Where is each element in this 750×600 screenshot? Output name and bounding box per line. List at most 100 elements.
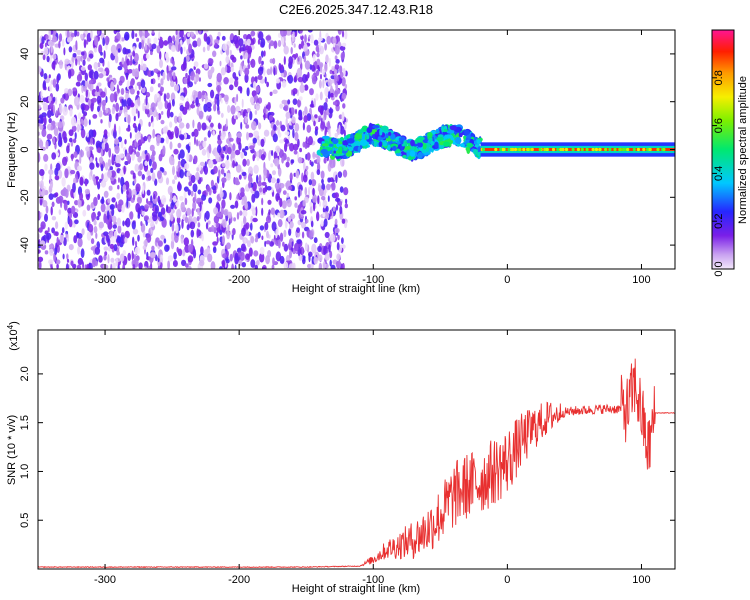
heatmap-cell (90, 238, 95, 245)
heatmap-cell (481, 147, 486, 152)
heatmap-cell (258, 174, 262, 183)
heatmap-cell (201, 122, 207, 131)
heatmap-cell (106, 210, 110, 220)
heatmap-cell (252, 81, 257, 89)
heatmap-cell (49, 102, 54, 110)
heatmap-cell (226, 50, 229, 56)
heatmap-cell (136, 90, 140, 96)
heatmap-cell (126, 97, 132, 107)
heatmap-cell (285, 161, 290, 168)
heatmap-cell (149, 222, 155, 228)
heatmap-cell (131, 30, 135, 40)
heatmap-cell (75, 58, 78, 66)
heatmap-cell (50, 163, 53, 171)
heatmap-cell (241, 262, 246, 268)
heatmap-cell (186, 152, 190, 162)
heatmap-cell (213, 165, 218, 174)
heatmap-cell (151, 30, 155, 35)
heatmap-cell (147, 265, 151, 269)
heatmap-cell (97, 147, 102, 154)
heatmap-cell (137, 144, 141, 151)
heatmap-cell (94, 90, 100, 97)
heatmap-cell (294, 202, 298, 208)
heatmap-cell (62, 131, 67, 141)
heatmap-cell (178, 134, 185, 140)
heatmap-cell (303, 161, 306, 171)
heatmap-cell (357, 146, 361, 153)
heatmap-cell (191, 208, 194, 217)
heatmap-cell (236, 132, 242, 139)
heatmap-cell (192, 40, 198, 48)
heatmap-cell (126, 127, 131, 132)
heatmap-cell (234, 79, 239, 88)
heatmap-cell (335, 197, 341, 202)
heatmap-cell (198, 30, 202, 35)
heatmap-cell (272, 133, 278, 143)
heatmap-cell (76, 97, 80, 106)
heatmap-cell (223, 208, 229, 216)
heatmap-cell (333, 43, 336, 48)
heatmap-cell (59, 59, 63, 69)
heatmap-cell (207, 82, 213, 88)
heatmap-cell (135, 151, 140, 158)
heatmap-cell (62, 253, 65, 260)
heatmap-cell (133, 194, 136, 201)
heatmap-cell (292, 185, 295, 191)
heatmap-cell (172, 165, 175, 176)
heatmap-cell (206, 185, 211, 192)
heatmap-cell (248, 132, 254, 138)
heatmap-cell (304, 42, 308, 52)
heatmap-cell (278, 239, 281, 249)
heatmap-cell (221, 177, 227, 184)
heatmap-cell (212, 50, 217, 58)
heatmap-cell (410, 139, 415, 147)
heatmap-cell (240, 187, 245, 195)
heatmap-cell (145, 154, 149, 163)
heatmap-cell (271, 150, 274, 157)
heatmap-cell (74, 200, 79, 206)
heatmap-cell (242, 158, 247, 167)
heatmap-cell (144, 108, 150, 115)
heatmap-cell (245, 112, 248, 119)
heatmap-cell (78, 57, 81, 66)
colorbar-tick-label: 0.8 (713, 70, 725, 85)
heatmap-cell (227, 105, 231, 113)
heatmap-cell (171, 232, 175, 242)
heatmap-cell (267, 101, 271, 112)
heatmap-cell (662, 147, 666, 152)
colorbar-label: Normalized spectral amplitude (737, 76, 749, 224)
heatmap-cell (54, 192, 59, 198)
colorbar-gradient (712, 30, 734, 269)
heatmap-cell (123, 165, 126, 175)
heatmap-cell (253, 130, 259, 137)
heatmap-cell (269, 91, 273, 97)
heatmap-cell (441, 125, 445, 133)
heatmap-cell (236, 194, 239, 200)
heatmap-cell (197, 189, 202, 195)
heatmap-cell (166, 204, 169, 212)
heatmap-cell (318, 62, 324, 68)
heatmap-cell (184, 263, 189, 268)
heatmap-cell (307, 263, 312, 269)
heatmap-cell (70, 260, 74, 267)
heatmap-cell (357, 129, 362, 135)
heatmap-cell (244, 73, 249, 83)
heatmap-cell (199, 201, 202, 212)
heatmap-cell (258, 56, 262, 65)
heatmap-cell (107, 158, 111, 167)
heatmap-cell (249, 96, 255, 104)
heatmap-cell (324, 63, 328, 73)
heatmap-cell (59, 234, 65, 243)
heatmap-cell (333, 153, 342, 157)
heatmap-cell (430, 140, 435, 146)
heatmap-cell (206, 36, 211, 45)
heatmap-cell (257, 39, 261, 45)
heatmap-cell (41, 128, 47, 138)
heatmap-cell (79, 192, 84, 201)
heatmap-cell (183, 34, 187, 41)
heatmap-cell (338, 141, 343, 145)
heatmap-cell (229, 192, 232, 201)
y-tick-label: 0.5 (19, 513, 31, 528)
heatmap-cell (201, 194, 207, 201)
heatmap-cell (159, 216, 165, 222)
